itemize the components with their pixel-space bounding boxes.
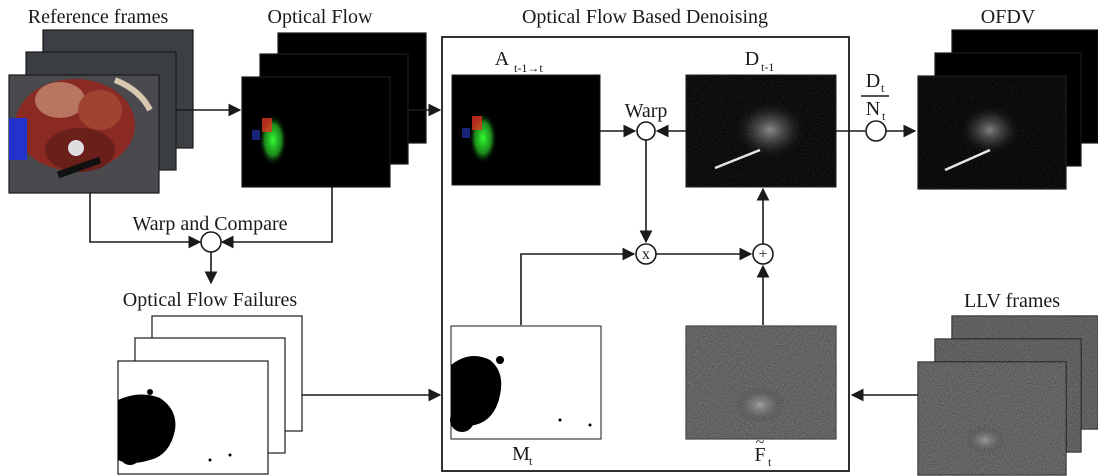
svg-text:D: D: [866, 70, 880, 92]
svg-text:M: M: [512, 443, 530, 465]
optical-flow-failures-image: [117, 360, 269, 475]
ofdv-label: OFDV: [981, 6, 1036, 28]
a-image: [451, 74, 601, 186]
reference-frames-label: Reference frames: [28, 6, 169, 28]
svg-text:t-1→t: t-1→t: [514, 61, 543, 75]
warp-node: [636, 121, 656, 141]
fraction-label: D t N t: [861, 70, 889, 123]
a-label: A t-1→t: [495, 48, 544, 75]
llv-frames-label: LLV frames: [964, 290, 1060, 312]
f-label: F ~ t: [754, 434, 772, 469]
optical-flow-stack: [241, 32, 427, 188]
f-image: [685, 325, 837, 440]
m-label: M t: [512, 443, 533, 468]
normalize-node: [865, 120, 887, 142]
add-symbol: +: [758, 246, 767, 263]
ofdv-stack: [917, 29, 1098, 190]
line-ref-to-compare: [89, 193, 202, 249]
svg-text:t-1: t-1: [761, 60, 774, 74]
denoising-box: [441, 36, 850, 472]
optical-flow-failures-stack: [117, 315, 303, 475]
d-label: D t-1: [745, 48, 775, 74]
svg-text:F: F: [754, 444, 765, 466]
svg-text:t: t: [529, 454, 533, 468]
llv-frame-image: [917, 361, 1067, 476]
optical-flow-image: [241, 76, 391, 188]
llv-frames-stack: [917, 315, 1098, 476]
multiply-symbol: x: [642, 246, 650, 263]
ofdv-image: [917, 75, 1067, 190]
reference-frames-stack: [8, 29, 194, 194]
denoising-title: Optical Flow Based Denoising: [522, 6, 768, 28]
svg-text:N: N: [866, 98, 880, 120]
d-image: [685, 74, 837, 188]
svg-text:t: t: [882, 109, 886, 123]
reference-frame-image: [8, 74, 160, 194]
svg-text:A: A: [495, 48, 510, 70]
optical-flow-label: Optical Flow: [268, 6, 374, 28]
optical-flow-failures-label: Optical Flow Failures: [123, 289, 298, 311]
svg-text:t: t: [881, 81, 885, 95]
svg-text:t: t: [768, 455, 772, 469]
warp-and-compare-label: Warp and Compare: [133, 213, 288, 235]
line-flow-to-compare: [220, 187, 333, 249]
m-image: [450, 325, 602, 440]
svg-text:D: D: [745, 48, 759, 70]
line-mask-to-multiply: [520, 247, 636, 325]
warp-label: Warp: [625, 100, 668, 122]
svg-text:~: ~: [756, 434, 765, 451]
warp-compare-node: [200, 231, 222, 253]
